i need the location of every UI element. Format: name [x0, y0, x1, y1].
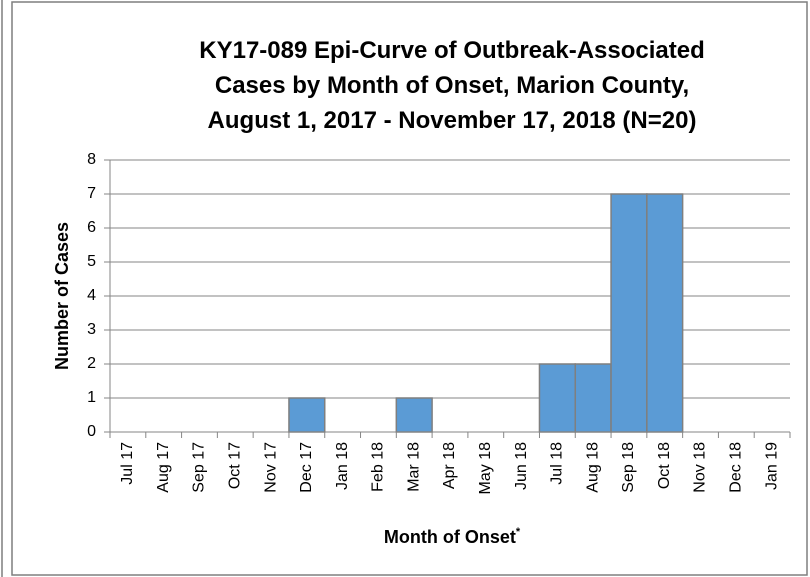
bar [288, 397, 326, 433]
x-tick-label: Jan 18 [334, 442, 351, 490]
x-axis-label-text: Month of Onset [384, 527, 516, 547]
y-tick-label: 2 [87, 355, 96, 372]
chart-title: KY17-089 Epi-Curve of Outbreak-Associate… [199, 37, 705, 64]
x-tick-label: Jul 17 [119, 442, 136, 485]
x-tick-label: May 18 [477, 442, 494, 495]
x-tick-label: Jul 18 [549, 442, 566, 485]
y-tick-label: 3 [87, 321, 96, 338]
x-tick-label: Apr 18 [441, 442, 458, 489]
x-tick-label: Jan 19 [763, 442, 780, 490]
x-tick-label: Jun 18 [513, 442, 530, 490]
x-tick-label: Nov 18 [692, 442, 709, 493]
bar [538, 363, 577, 433]
y-tick-label: 0 [87, 423, 96, 440]
x-axis-label-marker: * [516, 526, 521, 538]
x-tick-label: Aug 17 [155, 442, 172, 493]
x-tick-label: Sep 17 [191, 442, 208, 493]
x-tick-label: Sep 18 [620, 442, 637, 493]
bar [395, 397, 433, 433]
x-tick-label: Nov 17 [262, 442, 279, 493]
bar [574, 363, 612, 433]
y-tick-label: 5 [87, 253, 96, 270]
y-tick-label: 6 [87, 219, 96, 236]
chart-title: Cases by Month of Onset, Marion County, [215, 72, 689, 99]
y-tick-label: 7 [87, 185, 96, 202]
y-tick-label: 1 [87, 389, 96, 406]
x-tick-label: Aug 18 [584, 442, 601, 493]
y-tick-label: 4 [87, 287, 96, 304]
bar [646, 193, 684, 433]
x-tick-label: Mar 18 [405, 442, 422, 492]
bar [610, 193, 648, 433]
chart-title: August 1, 2017 - November 17, 2018 (N=20… [208, 107, 697, 134]
x-tick-label: Oct 17 [226, 442, 243, 489]
chart-frame [11, 1, 808, 576]
x-tick-label: Dec 17 [298, 442, 315, 493]
x-tick-label: Feb 18 [370, 442, 387, 492]
x-tick-label: Oct 18 [656, 442, 673, 489]
y-axis-label: Number of Cases [52, 222, 72, 370]
y-tick-label: 8 [87, 151, 96, 168]
x-tick-label: Dec 18 [728, 442, 745, 493]
x-axis-label: Month of Onset* [384, 526, 521, 547]
